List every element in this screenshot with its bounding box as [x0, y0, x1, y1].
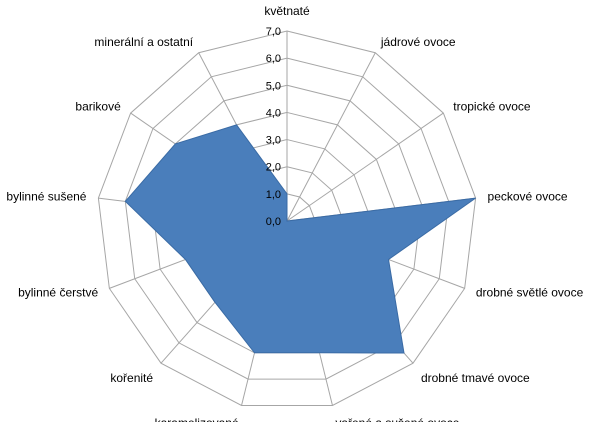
tick-label: 2,0 [266, 162, 281, 174]
category-label: květnaté [264, 4, 310, 18]
category-label: bylinné čerstvé [18, 286, 98, 300]
tick-label: 7,0 [266, 26, 281, 38]
grid-ring [124, 57, 450, 380]
axis-spoke [286, 52, 376, 222]
category-label: jádrové ovoce [380, 35, 456, 49]
tick-label: 1,0 [266, 189, 281, 201]
category-label: drobné světlé ovoce [476, 286, 584, 300]
tick-label: 3,0 [266, 135, 281, 147]
category-label: barikové [75, 99, 121, 113]
series-area [124, 124, 476, 354]
category-labels: květnaté jádrové ovoce tropické ovoce pecko… [6, 4, 583, 422]
category-label: karamelizované [155, 416, 239, 422]
axis-spoke [286, 112, 444, 222]
grid-ring [97, 30, 477, 406]
tick-label: 0,0 [266, 216, 281, 228]
tick-labels: 0,0 1,0 2,0 3,0 4,0 5,0 6,0 7,0 [266, 26, 281, 228]
category-label: bylinné sušené [6, 190, 86, 204]
category-label: minerální a ostatní [94, 35, 193, 49]
category-label: peckové ovoce [488, 190, 568, 204]
tick-label: 6,0 [266, 53, 281, 65]
series-layer [124, 124, 476, 354]
category-label: kořenité [110, 371, 153, 385]
tick-label: 4,0 [266, 107, 281, 119]
category-label: tropické ovoce [453, 99, 531, 113]
category-label: vařené a sušené ovoce [335, 416, 459, 422]
tick-label: 5,0 [266, 80, 281, 92]
category-label: drobné tmavé ovoce [421, 371, 530, 385]
